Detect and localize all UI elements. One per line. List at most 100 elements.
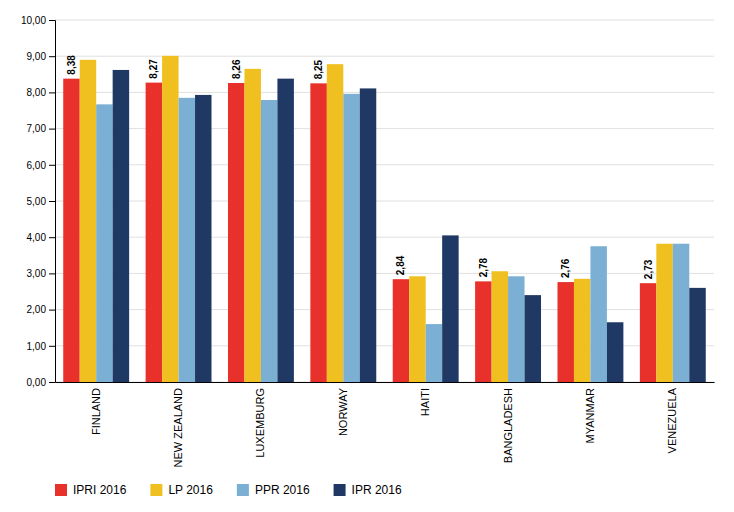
- bar: [475, 281, 491, 382]
- x-tick-label: NEW ZEALAND: [172, 388, 184, 468]
- x-axis: FINLAND NEW ZEALAND LUXEMBURG NORWAY HAITI BA…: [56, 382, 715, 467]
- bar: [673, 244, 689, 382]
- y-tick: 2,00: [27, 304, 55, 315]
- bar: [310, 83, 326, 382]
- legend-swatch: [55, 484, 67, 496]
- x-tick-label: LUXEMBURG: [254, 388, 266, 458]
- legend-item: PPR 2016: [237, 483, 310, 497]
- legend-swatch: [150, 484, 162, 496]
- bar: [63, 79, 79, 382]
- bar: [244, 69, 260, 382]
- bar: [179, 98, 195, 382]
- legend-label: IPRI 2016: [73, 483, 127, 497]
- y-tick-label: 4,00: [27, 232, 47, 243]
- legend-swatch: [334, 484, 346, 496]
- y-tick-label: 2,00: [27, 304, 47, 315]
- y-tick-label: 1,00: [27, 341, 47, 352]
- bar: [261, 100, 277, 382]
- x-axis-line: [56, 382, 715, 383]
- bar: [393, 279, 409, 382]
- y-tick-label: 10,00: [21, 15, 46, 26]
- y-tick: 1,00: [27, 341, 55, 352]
- legend-item: IPR 2016: [334, 483, 402, 497]
- data-label: 8,38: [66, 55, 77, 75]
- y-tick: 10,00: [21, 15, 55, 26]
- y-tick-label: 0,00: [27, 377, 47, 388]
- x-tick: LUXEMBURG: [254, 382, 266, 458]
- data-labels: 8,388,278,268,252,842,782,762,73: [66, 55, 654, 279]
- bar: [656, 244, 672, 382]
- x-tick: FINLAND: [90, 382, 102, 435]
- bar: [574, 279, 590, 382]
- x-tick-label: NORWAY: [337, 387, 349, 436]
- y-tick: 8,00: [27, 87, 55, 98]
- y-tick: 5,00: [27, 196, 55, 207]
- y-tick: 9,00: [27, 51, 55, 62]
- y-tick-mark: [49, 237, 55, 238]
- y-tick-mark: [49, 310, 55, 311]
- bar: [442, 235, 458, 382]
- bar-series: [113, 70, 706, 382]
- bar: [525, 295, 541, 382]
- y-tick-mark: [49, 165, 55, 166]
- bar: [228, 83, 244, 382]
- bar: [195, 95, 211, 382]
- data-label: 2,73: [643, 259, 654, 279]
- x-tick-label: BANGLADESH: [502, 388, 514, 463]
- bar: [327, 64, 343, 382]
- plot: 8,388,278,268,252,842,782,762,730,001,00…: [21, 15, 715, 468]
- x-tick: NEW ZEALAND: [172, 382, 184, 467]
- x-tick: NORWAY: [337, 382, 349, 436]
- grid-line: [55, 56, 714, 57]
- legend-label: PPR 2016: [255, 483, 310, 497]
- legend-swatch: [237, 484, 249, 496]
- data-label: 2,84: [395, 255, 406, 275]
- bar-series: [96, 94, 689, 382]
- bar: [96, 104, 112, 382]
- bar: [607, 322, 623, 382]
- data-label: 8,27: [148, 59, 159, 79]
- legend: IPRI 2016 LP 2016 PPR 2016 IPR 2016: [55, 483, 402, 497]
- bar: [689, 288, 705, 382]
- y-tick-label: 5,00: [27, 196, 47, 207]
- y-tick-mark: [49, 273, 55, 274]
- bar: [590, 246, 606, 382]
- bar: [492, 271, 508, 382]
- legend-label: LP 2016: [168, 483, 213, 497]
- bar: [360, 88, 376, 382]
- bars: [63, 56, 706, 382]
- bar: [277, 79, 293, 382]
- y-tick-label: 7,00: [27, 123, 47, 134]
- bar-series: [63, 79, 656, 382]
- bar: [343, 94, 359, 382]
- bar: [146, 83, 162, 382]
- y-tick-mark: [49, 129, 55, 130]
- y-tick: 4,00: [27, 232, 55, 243]
- y-tick-mark: [49, 20, 55, 21]
- bar: [508, 276, 524, 382]
- legend-item: IPRI 2016: [55, 483, 127, 497]
- bar: [113, 70, 129, 382]
- y-tick-label: 6,00: [27, 160, 47, 171]
- x-tick: HAITI: [419, 382, 431, 416]
- bar: [80, 60, 96, 382]
- y-axis: 0,00 1,00 2,00 3,00 4,00 5,00 6,00 7,00 8,00 9,00…: [21, 15, 56, 388]
- y-tick-mark: [49, 382, 55, 383]
- x-tick-label: FINLAND: [90, 388, 102, 435]
- y-tick: 3,00: [27, 268, 55, 279]
- grid: [55, 20, 714, 382]
- y-tick-mark: [49, 56, 55, 57]
- legend-item: LP 2016: [150, 483, 213, 497]
- legend-label: IPR 2016: [352, 483, 402, 497]
- bar: [426, 324, 442, 382]
- y-axis-line: [49, 21, 56, 383]
- x-tick-label: MYANMAR: [584, 388, 596, 443]
- y-tick-label: 3,00: [27, 268, 47, 279]
- data-label: 2,78: [478, 257, 489, 277]
- x-tick: MYANMAR: [584, 382, 596, 443]
- chart: 8,388,278,268,252,842,782,762,730,001,00…: [0, 0, 734, 512]
- x-tick: VENEZUELA: [666, 382, 678, 453]
- y-tick: 7,00: [27, 123, 55, 134]
- y-tick: 6,00: [27, 160, 55, 171]
- data-label: 8,25: [313, 59, 324, 79]
